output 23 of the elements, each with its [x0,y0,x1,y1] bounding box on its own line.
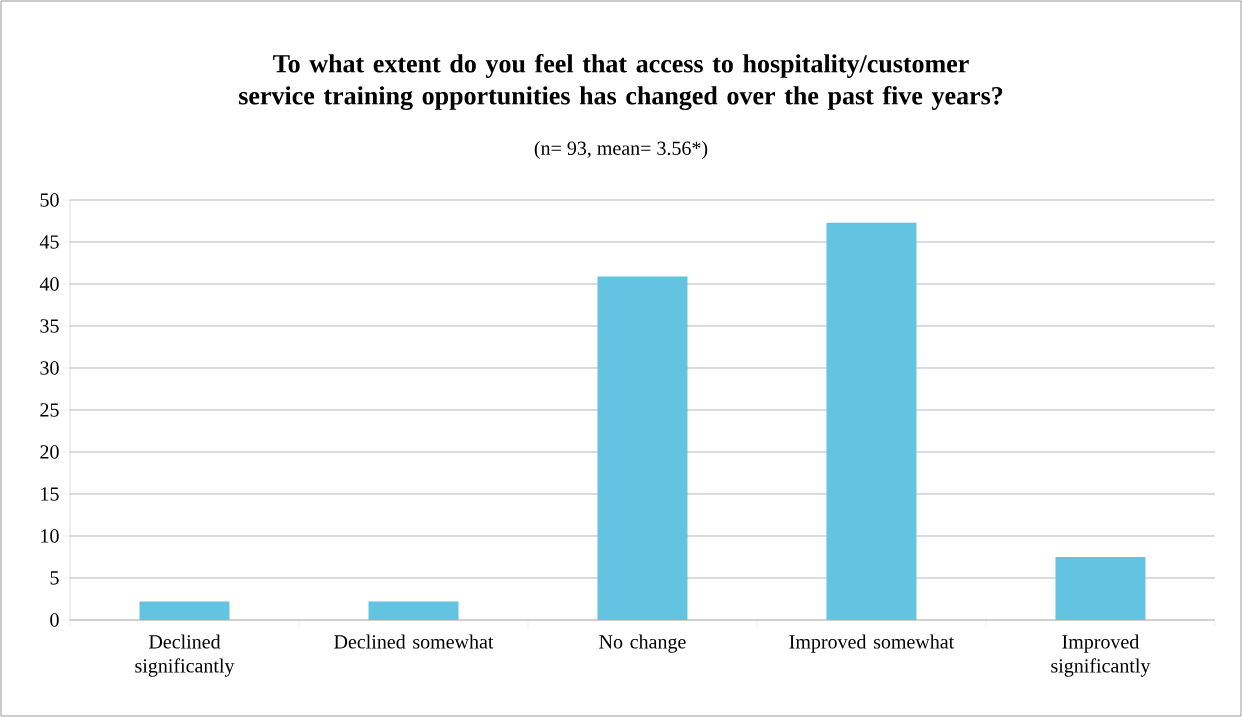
bar [597,276,688,620]
y-tick-label: 40 [39,277,59,291]
y-tick-label: 25 [40,403,59,417]
y-tick-label: 50 [40,193,59,207]
x-tick-label: No change [599,634,686,653]
y-tick-label: 45 [39,235,59,249]
y-tick-label: 0 [50,613,59,627]
x-tick-label: Improved significantly [1051,634,1151,677]
y-tick-label: 20 [40,445,59,459]
bar [1055,556,1146,620]
bar [368,601,459,620]
x-tick-label: Improved somewhat [789,634,955,653]
y-tick-label: 15 [41,487,59,501]
y-tick-label: 5 [50,571,59,585]
y-tick-label: 10 [41,529,59,543]
bar [139,601,230,620]
y-tick-label: 35 [40,319,59,333]
bar [826,222,917,620]
chart-title: To what extent do you feel that access to hospitality/customer service training opportunities has changed over the past five years? [239,53,1003,111]
x-tick-label: Declined significantly [135,634,235,677]
chart-subtitle: (n= 93, mean= 3.56*) [534,140,708,160]
y-tick-label: 30 [40,361,59,375]
x-tick-label: Declined somewhat [334,634,494,649]
